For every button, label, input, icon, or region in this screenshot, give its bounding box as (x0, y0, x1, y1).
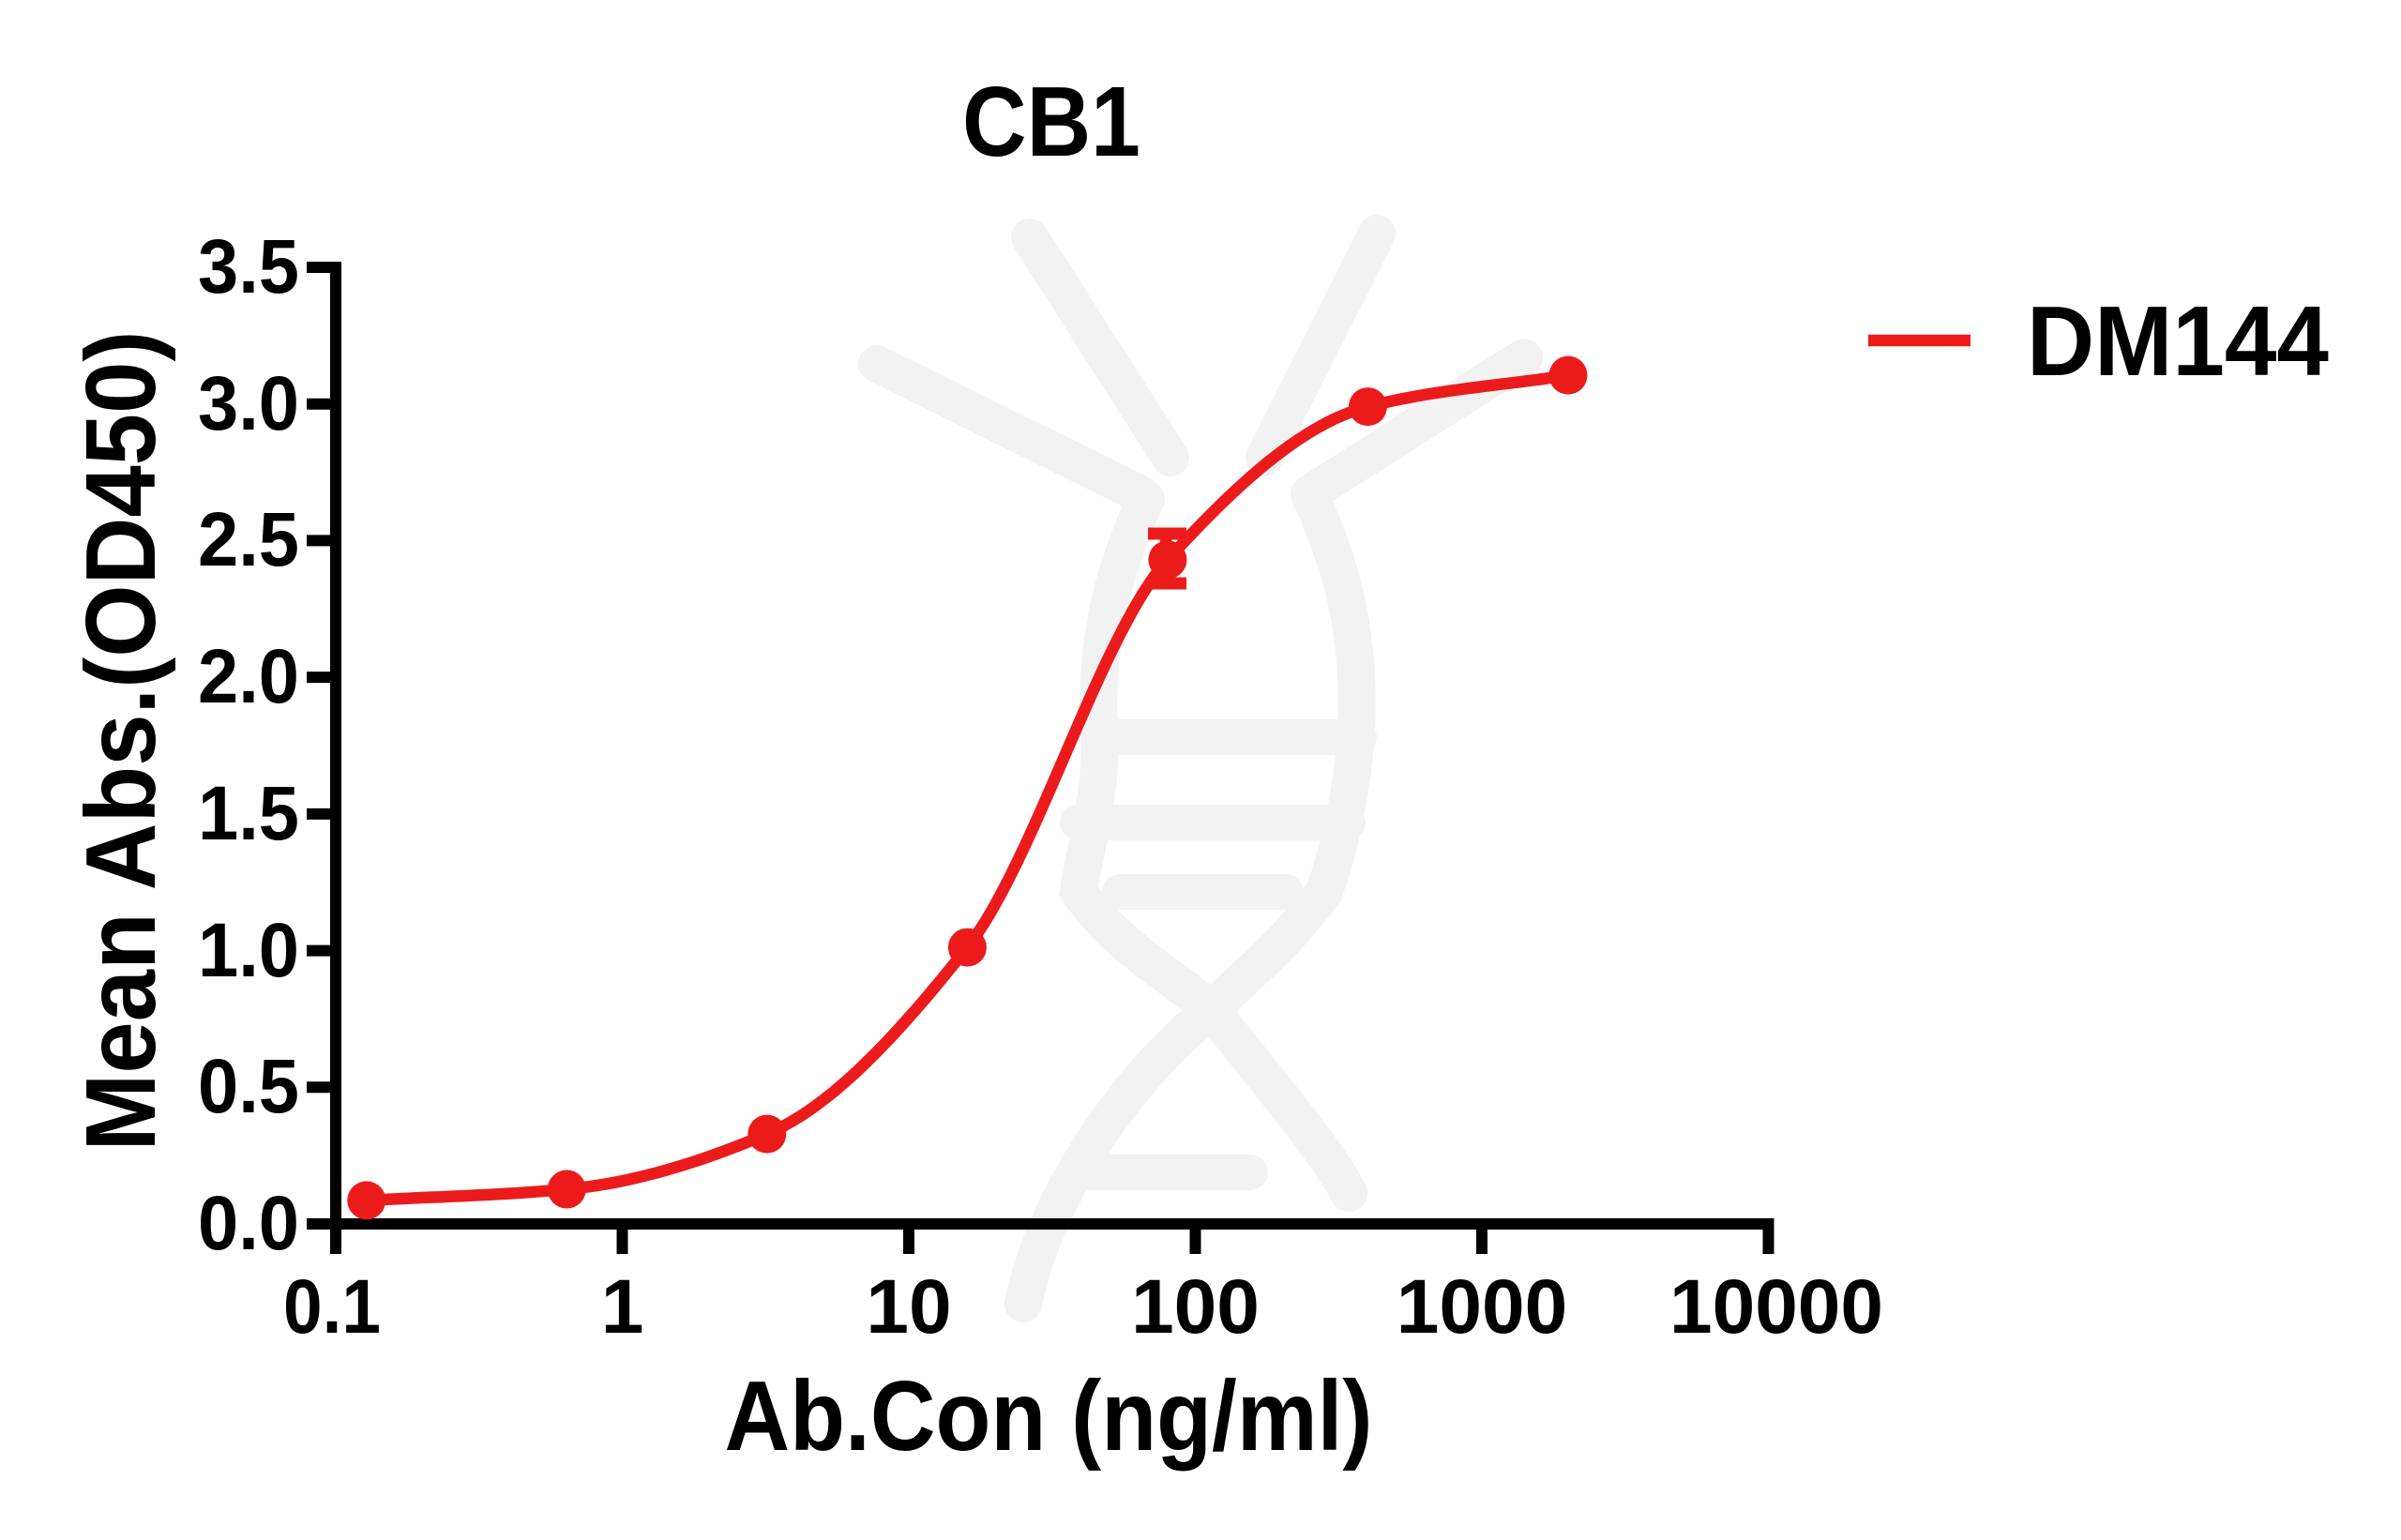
svg-text:10000: 10000 (1669, 1264, 1883, 1350)
svg-text:3.5: 3.5 (198, 224, 299, 310)
svg-text:0.0: 0.0 (198, 1181, 299, 1266)
svg-text:2.0: 2.0 (198, 634, 299, 719)
svg-text:DM144: DM144 (2027, 286, 2329, 397)
svg-text:3.0: 3.0 (198, 361, 299, 446)
svg-text:10: 10 (866, 1264, 951, 1350)
svg-text:0.5: 0.5 (198, 1044, 299, 1129)
svg-text:1: 1 (601, 1264, 644, 1350)
svg-text:2.5: 2.5 (198, 497, 299, 582)
svg-text:1000: 1000 (1397, 1264, 1567, 1350)
svg-text:Mean Abs.(OD450): Mean Abs.(OD450) (66, 331, 176, 1152)
svg-text:CB1: CB1 (962, 67, 1140, 177)
svg-text:0.1: 0.1 (283, 1264, 381, 1350)
svg-text:Ab.Con (ng/ml): Ab.Con (ng/ml) (725, 1361, 1373, 1472)
svg-text:1.5: 1.5 (198, 771, 299, 856)
svg-text:1.0: 1.0 (198, 908, 299, 993)
svg-text:100: 100 (1131, 1264, 1260, 1350)
